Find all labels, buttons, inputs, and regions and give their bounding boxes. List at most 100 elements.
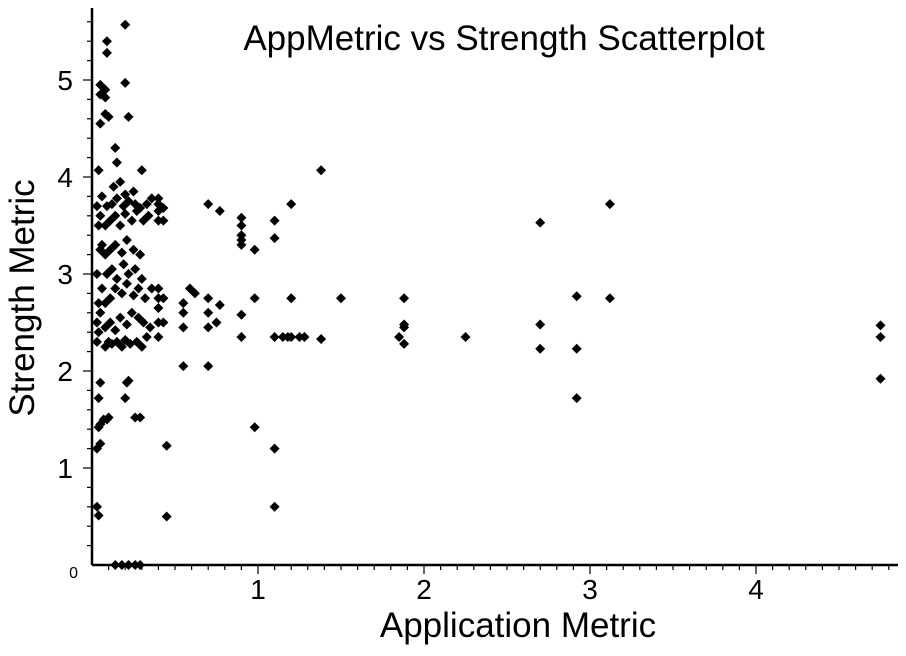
data-point [123,560,134,570]
data-point [121,377,132,388]
data-point [145,322,156,333]
data-point [93,393,104,404]
data-point [91,501,102,512]
data-point [214,205,225,216]
data-point [120,189,131,200]
data-point [316,165,327,176]
data-point [101,47,112,58]
data-point [236,332,247,343]
data-point [110,142,121,153]
data-point [140,293,151,304]
data-point [146,193,157,204]
y-axis-label: Strength Metric [3,179,42,416]
data-point [116,247,127,258]
data-point [105,293,116,304]
data-point [101,36,112,47]
axes [90,8,898,567]
data-point [110,325,121,336]
data-point [535,343,546,354]
data-point [136,341,147,352]
data-point [108,181,119,192]
data-point [158,317,169,328]
data-point [203,293,214,304]
data-point [95,438,106,449]
data-point [203,361,214,372]
data-point [115,176,126,187]
data-point [128,244,139,255]
data-point [136,273,147,284]
data-point [93,327,104,338]
data-point [604,293,615,304]
data-point [103,111,114,122]
data-point [116,288,127,299]
data-point [460,332,471,343]
data-point [178,361,189,372]
data-point [95,118,106,129]
data-point [128,186,139,197]
data-point [178,298,189,309]
data-point [110,283,121,294]
data-point [93,165,104,176]
data-point [106,264,117,275]
data-point [286,332,297,343]
x-tick-label: 2 [416,574,432,605]
data-point [111,273,122,284]
data-point [286,293,297,304]
y-tick-label: 2 [57,356,73,387]
data-point [875,320,886,331]
data-point [143,210,154,221]
data-point [115,312,126,323]
x-tick-label: 1 [250,574,266,605]
tick-group: 1 2 3 4 0 1 2 3 4 5 [57,21,890,605]
data-point [135,412,146,423]
data-point [153,302,164,313]
data-point [91,317,102,328]
data-point [249,293,260,304]
data-point [269,501,280,512]
data-point [111,193,122,204]
data-point [153,332,164,343]
data-point [269,332,280,343]
data-point [394,332,405,343]
data-point [96,283,107,294]
x-tick-label: 3 [582,574,598,605]
data-point [161,511,172,522]
data-point [121,235,132,246]
data-point [203,199,214,210]
data-point [95,307,106,318]
data-point [604,199,615,210]
data-point [138,317,149,328]
data-point [236,220,247,231]
data-point [236,212,247,223]
data-point [269,215,280,226]
y-tick-label: 3 [57,259,73,290]
data-point [133,283,144,294]
data-point [135,249,146,260]
data-point [120,208,131,219]
data-point [399,338,410,349]
data-point [123,111,134,122]
data-point [96,191,107,202]
y-tick-label: 5 [57,65,73,96]
data-point [91,336,102,347]
data-point [121,278,132,289]
data-point [135,560,146,570]
chart-title: AppMetric vs Strength Scatterplot [243,19,765,58]
data-point [123,269,134,279]
data-point [203,322,214,333]
data-point [121,319,132,330]
data-point [153,193,164,204]
data-point [178,307,189,318]
data-point [141,199,152,210]
data-point [93,220,104,231]
data-point [110,239,121,250]
data-point [535,319,546,330]
data-point [269,233,280,244]
data-point [116,560,127,570]
data-point [91,201,102,212]
data-point [141,332,152,343]
data-point [106,199,117,210]
data-point [95,377,106,388]
data-point [115,220,126,231]
